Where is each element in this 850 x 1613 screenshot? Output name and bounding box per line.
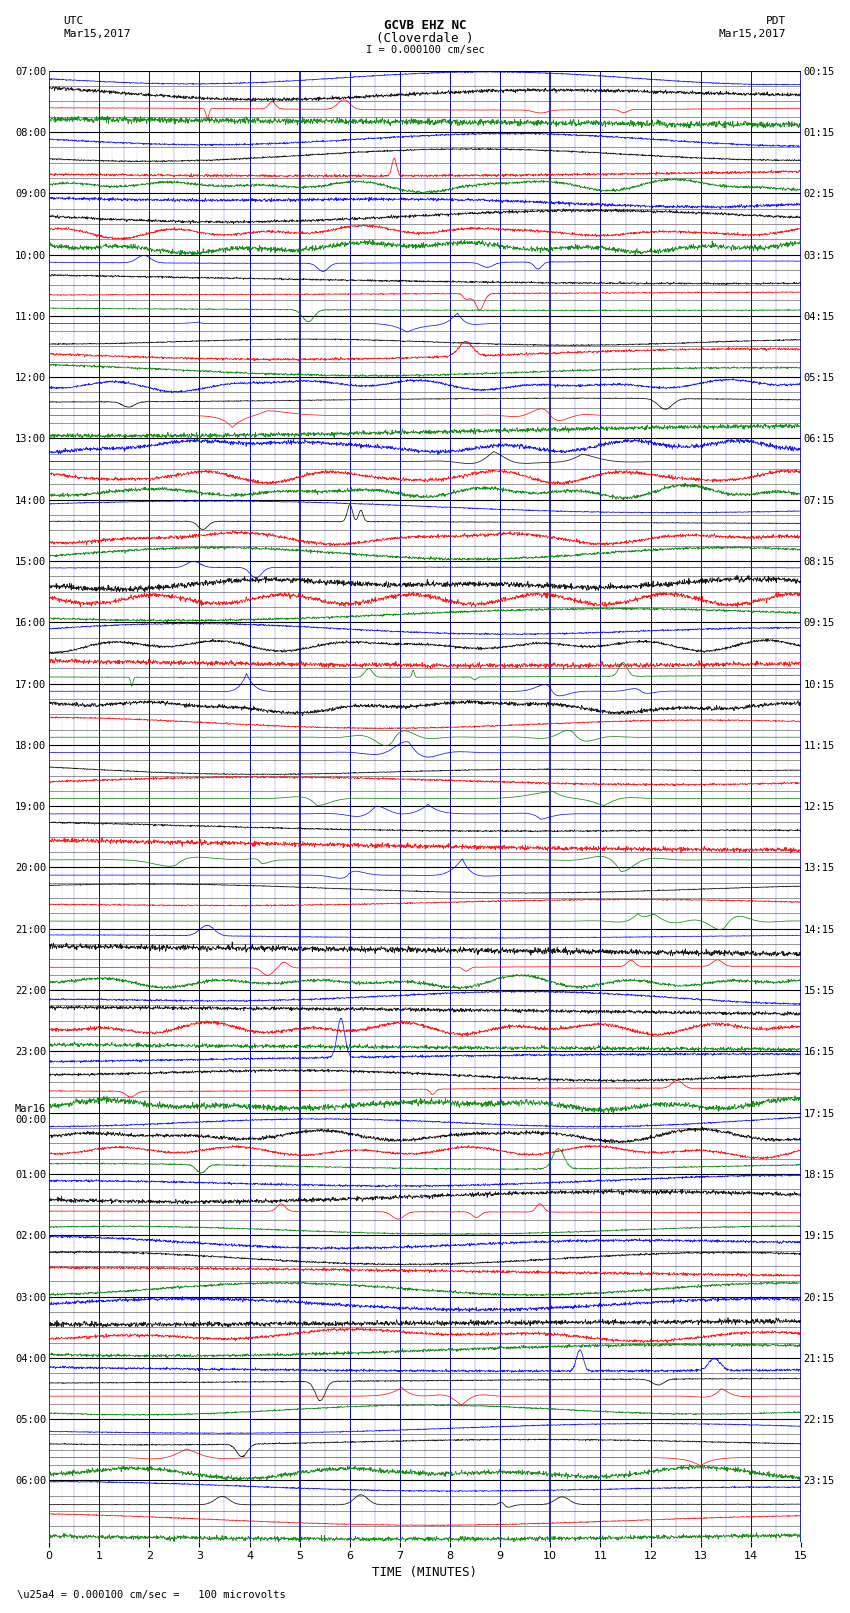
Text: PDT: PDT (766, 16, 786, 26)
Text: GCVB EHZ NC: GCVB EHZ NC (383, 19, 467, 32)
Text: Mar15,2017: Mar15,2017 (64, 29, 131, 39)
Text: UTC: UTC (64, 16, 84, 26)
Text: Mar15,2017: Mar15,2017 (719, 29, 786, 39)
Text: I = 0.000100 cm/sec: I = 0.000100 cm/sec (366, 45, 484, 55)
Text: (Cloverdale ): (Cloverdale ) (377, 32, 473, 45)
X-axis label: TIME (MINUTES): TIME (MINUTES) (372, 1566, 478, 1579)
Text: \u25a4 = 0.000100 cm/sec =   100 microvolts: \u25a4 = 0.000100 cm/sec = 100 microvolt… (17, 1590, 286, 1600)
